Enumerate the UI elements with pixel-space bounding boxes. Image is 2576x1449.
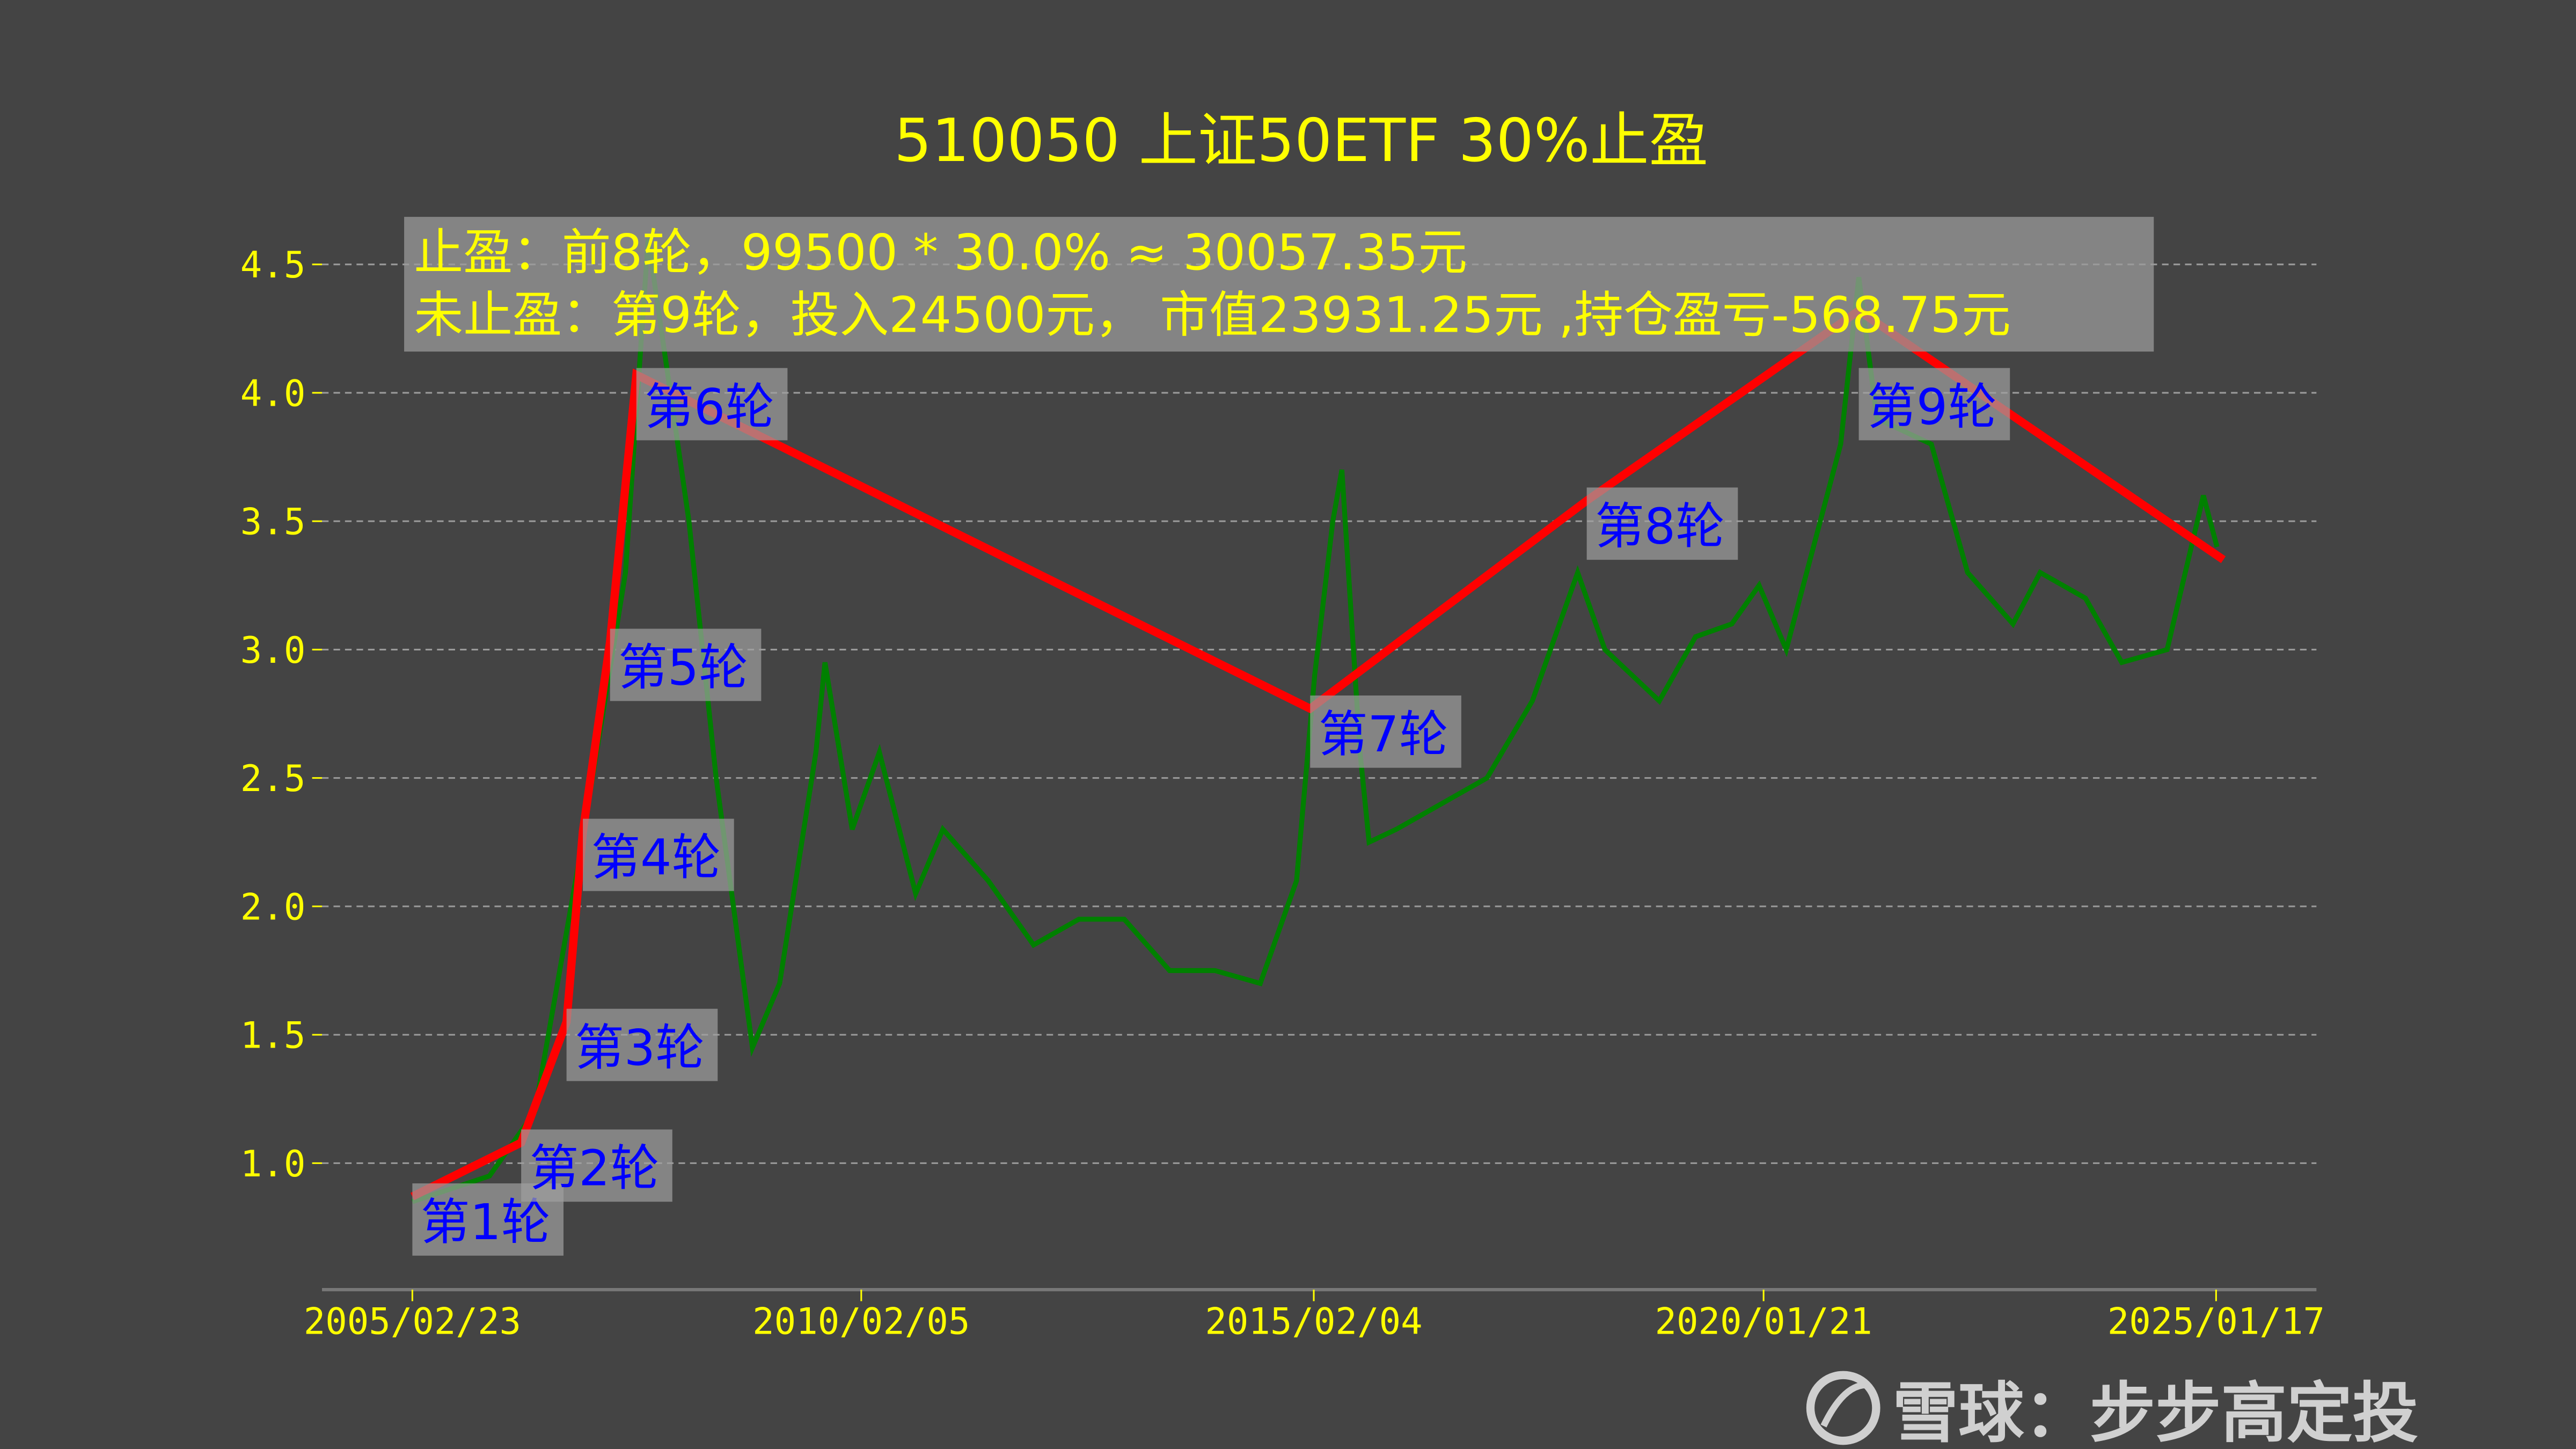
round-label: 第2轮 — [521, 1129, 672, 1202]
y-tick-label: 4.5 — [240, 244, 306, 286]
round-label-text: 第7轮 — [1319, 706, 1448, 763]
y-tick-label: 1.0 — [240, 1143, 306, 1185]
round-label: 第6轮 — [636, 368, 788, 441]
round-label: 第1轮 — [412, 1183, 564, 1256]
round-label: 第5轮 — [610, 628, 762, 701]
round-label-text: 第4轮 — [591, 829, 721, 887]
watermark-text: 雪球：步步高定投 — [1893, 1375, 2419, 1449]
x-tick-label: 2020/01/21 — [1655, 1300, 1872, 1343]
y-axis: 1.0 1.5 2.0 2.5 3.0 3.5 4.0 4.5 — [240, 244, 322, 1185]
snowball-logo-icon — [1806, 1371, 1880, 1445]
round-label: 第9轮 — [1858, 368, 2010, 441]
x-tick-label: 2005/02/23 — [304, 1300, 521, 1343]
round-label-text: 第2轮 — [529, 1140, 659, 1197]
y-tick-label: 3.5 — [240, 501, 306, 543]
annotation-line-2: 未止盈：第9轮，投入24500元， 市值23931.25元 ,持仓盈亏-568.… — [414, 286, 2010, 343]
annotation-box: 止盈：前8轮，99500 * 30.0% ≈ 30057.35元 未止盈：第9轮… — [404, 217, 2154, 352]
x-tick-label: 2010/02/05 — [752, 1300, 970, 1343]
y-tick-label: 2.0 — [240, 885, 306, 928]
round-label-text: 第6轮 — [645, 378, 774, 436]
round-label-text: 第8轮 — [1595, 497, 1725, 555]
watermark: 雪球：步步高定投 — [1806, 1371, 2419, 1449]
chart-title: 510050 上证50ETF 30%止盈 — [894, 106, 1708, 175]
y-tick-label: 2.5 — [240, 757, 306, 800]
annotation-line-1: 止盈：前8轮，99500 * 30.0% ≈ 30057.35元 — [414, 224, 1467, 281]
y-tick-label: 4.0 — [240, 372, 306, 414]
x-tick-label: 2015/02/04 — [1205, 1300, 1422, 1343]
round-label-text: 第1轮 — [421, 1194, 551, 1251]
x-tick-label: 2025/01/17 — [2107, 1300, 2325, 1343]
round-label-text: 第9轮 — [1867, 378, 1997, 436]
round-label: 第3轮 — [566, 1008, 718, 1081]
round-label: 第8轮 — [1586, 487, 1738, 560]
round-label-text: 第3轮 — [575, 1019, 705, 1077]
x-axis: 2005/02/23 2010/02/05 2015/02/04 2020/01/21… — [304, 1290, 2325, 1343]
round-label: 第7轮 — [1310, 695, 1461, 768]
rounds-line — [410, 305, 2226, 1201]
round-label: 第4轮 — [583, 818, 734, 891]
round-label-text: 第5轮 — [618, 639, 748, 697]
y-tick-label: 3.0 — [240, 629, 306, 671]
y-tick-label: 1.5 — [240, 1014, 306, 1057]
